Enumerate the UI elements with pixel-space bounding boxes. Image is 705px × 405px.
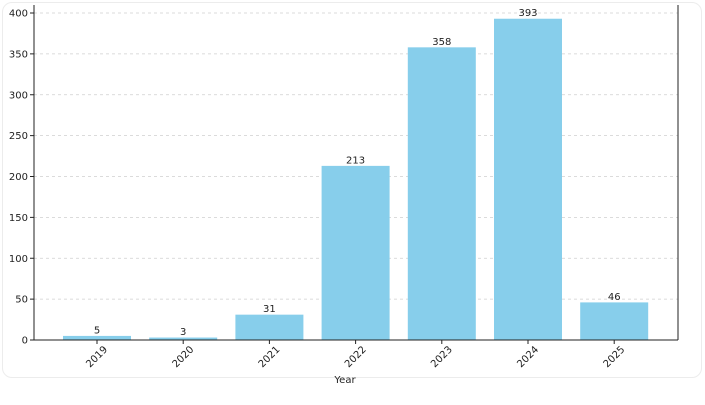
bar-2021 bbox=[235, 314, 304, 340]
y-tick-label: 100 bbox=[9, 254, 28, 265]
y-tick-label: 0 bbox=[22, 336, 28, 347]
bar-2022 bbox=[321, 165, 390, 340]
x-axis-label: Year bbox=[333, 375, 356, 386]
bar-2020 bbox=[149, 337, 218, 340]
x-tick-label: 2024 bbox=[515, 344, 541, 370]
bar-2025 bbox=[580, 302, 649, 340]
y-tick-label: 250 bbox=[9, 131, 28, 142]
data-label: 393 bbox=[518, 8, 537, 19]
x-ticks: 2019 2020 2021 2022 2023 2024 2025 bbox=[84, 340, 627, 370]
y-tick-label: 50 bbox=[15, 295, 28, 306]
y-tick-label: 400 bbox=[9, 9, 28, 20]
grid-lines bbox=[34, 12, 678, 300]
x-tick-label: 2019 bbox=[84, 344, 110, 370]
data-label: 3 bbox=[180, 327, 186, 338]
bar-2019 bbox=[63, 335, 131, 340]
data-label: 213 bbox=[346, 155, 365, 166]
y-tick-label: 300 bbox=[9, 90, 28, 101]
data-labels: 5 3 31 213 358 393 46 bbox=[94, 8, 621, 338]
y-ticks: 0 50 100 150 200 250 300 350 400 bbox=[9, 9, 34, 347]
bar-2023 bbox=[407, 47, 476, 341]
data-label: 358 bbox=[432, 37, 451, 48]
x-tick-label: 2020 bbox=[171, 344, 197, 370]
x-tick-label: 2022 bbox=[343, 344, 369, 370]
bar-2024 bbox=[494, 18, 562, 340]
data-label: 5 bbox=[94, 325, 100, 336]
x-tick-label: 2025 bbox=[602, 344, 628, 370]
bars bbox=[63, 18, 649, 341]
y-tick-label: 200 bbox=[9, 172, 28, 183]
data-label: 31 bbox=[263, 304, 276, 315]
data-label: 46 bbox=[608, 292, 621, 303]
y-tick-label: 150 bbox=[9, 213, 28, 224]
x-tick-label: 2023 bbox=[429, 344, 455, 370]
x-tick-label: 2021 bbox=[257, 344, 283, 370]
y-tick-label: 350 bbox=[9, 49, 28, 60]
